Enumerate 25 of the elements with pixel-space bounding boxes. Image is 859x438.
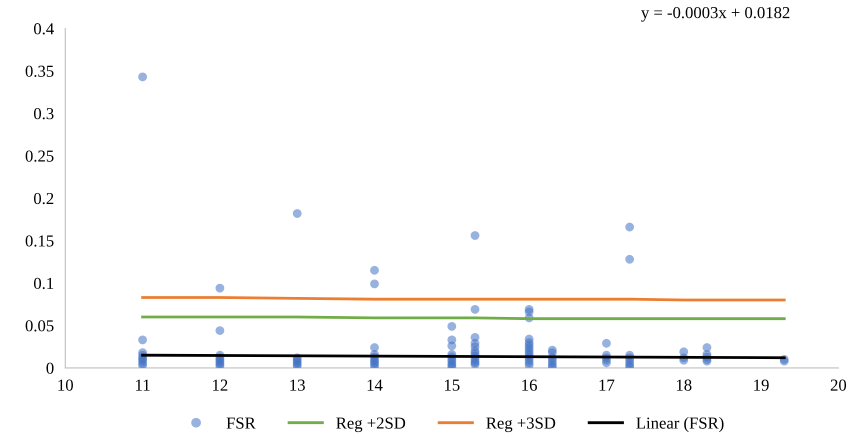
legend-label: Linear (FSR) bbox=[636, 416, 724, 432]
x-tick-label: 10 bbox=[58, 380, 73, 391]
legend-label: FSR bbox=[226, 417, 256, 429]
x-tick-label: 18 bbox=[676, 380, 692, 391]
x-tick-label: 13 bbox=[290, 380, 305, 391]
y-tick-label: 0.35 bbox=[26, 66, 54, 77]
legend-label: Reg +2SD bbox=[336, 417, 406, 432]
y-tick-label: 0.3 bbox=[34, 108, 54, 120]
y-tick-label: 0.2 bbox=[34, 192, 54, 204]
x-tick-label: 20 bbox=[830, 380, 846, 391]
text: y = -0.0003x + 0.0182 bbox=[641, 7, 790, 22]
y-tick-label: 0 bbox=[46, 362, 54, 374]
legend-label: Reg +3SD bbox=[486, 417, 556, 432]
y-tick-label: 0.15 bbox=[26, 235, 54, 247]
y-tick-label: 0.25 bbox=[26, 150, 54, 162]
x-tick-label: 12 bbox=[213, 380, 228, 391]
y-tick-label: 0.4 bbox=[34, 23, 54, 34]
y-tick-label: 0.1 bbox=[34, 278, 54, 290]
x-tick-label: 17 bbox=[600, 380, 614, 391]
y-tick-label: 0.05 bbox=[26, 320, 54, 332]
x-tick-label: 16 bbox=[522, 380, 537, 391]
x-tick-label: 19 bbox=[754, 380, 769, 391]
x-tick-label: 15 bbox=[444, 380, 460, 391]
x-tick-label: 14 bbox=[368, 380, 383, 391]
x-tick-label: 11 bbox=[136, 380, 150, 391]
